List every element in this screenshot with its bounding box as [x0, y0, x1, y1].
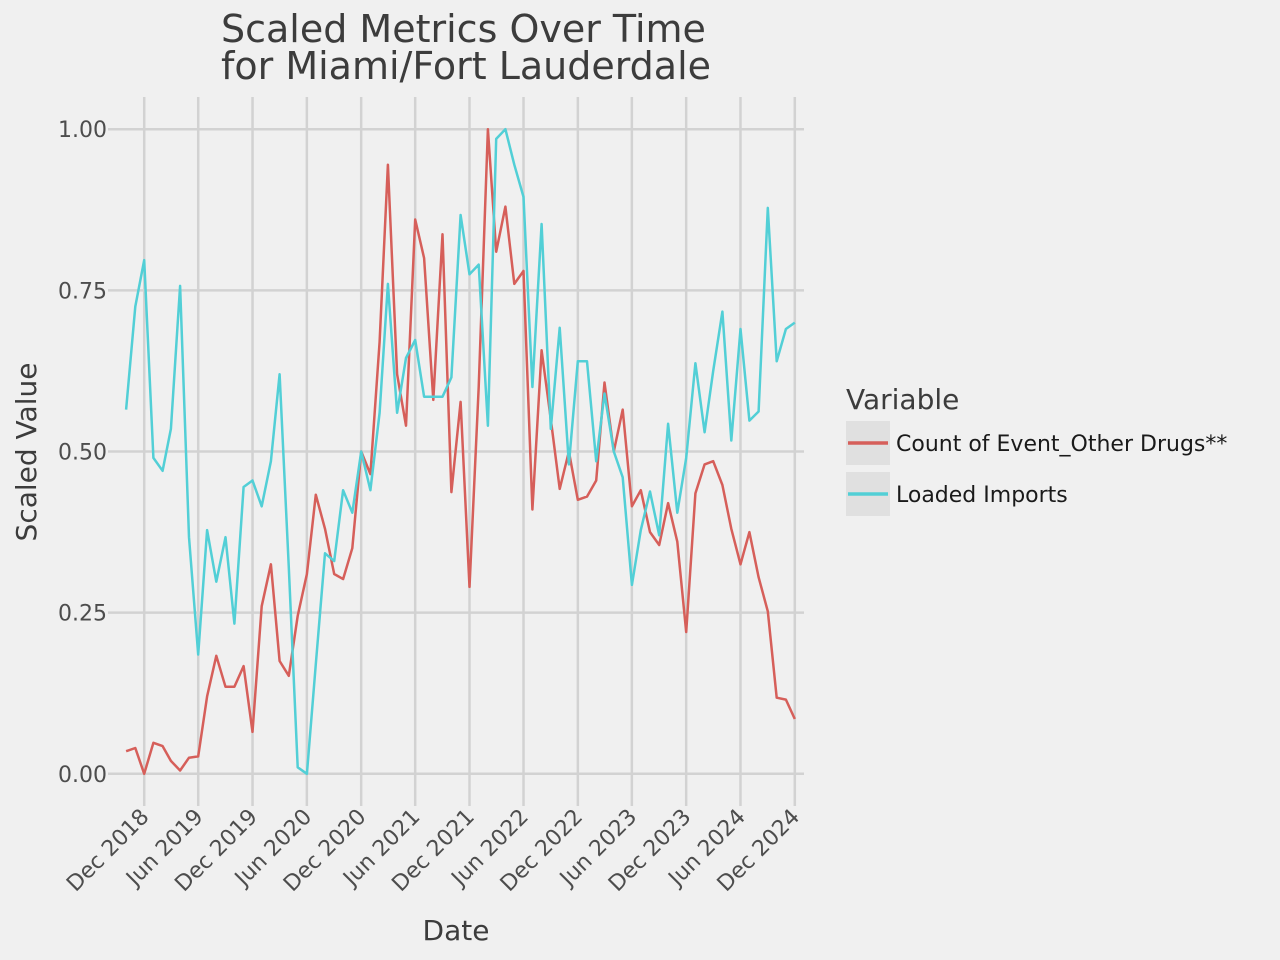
legend: Variable Count of Event_Other Drugs** Loa…	[846, 383, 1227, 516]
series-line-loaded-imports	[124, 127, 796, 776]
y-tick-label: 0.50	[58, 441, 107, 466]
legend-label: Count of Event_Other Drugs**	[896, 432, 1227, 457]
y-tick-label: 1.00	[58, 118, 107, 143]
chart-title: Scaled Metrics Over Time for Miami/Fort L…	[221, 7, 711, 88]
y-tick-label: 0.25	[58, 602, 107, 627]
y-tick-label: 0.00	[58, 763, 107, 788]
series-line-other-drugs	[125, 127, 796, 776]
legend-label: Loaded Imports	[896, 483, 1068, 508]
legend-title: Variable	[846, 383, 959, 416]
chart-title-text: Scaled Metrics Over Time for Miami/Fort L…	[221, 7, 711, 88]
y-tick-label: 0.75	[58, 279, 107, 304]
x-axis-title: Date	[423, 914, 490, 947]
series-lines	[124, 127, 796, 776]
y-axis-title: Scaled Value	[10, 363, 43, 542]
y-tick-labels: 0.00 0.25 0.50 0.75 1.00	[58, 118, 107, 788]
